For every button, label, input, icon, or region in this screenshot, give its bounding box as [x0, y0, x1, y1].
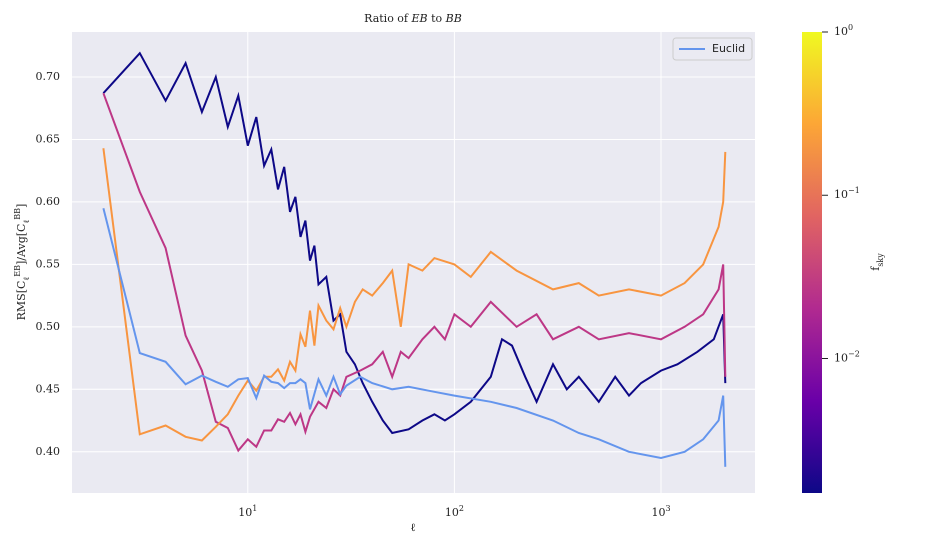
chart-title: Ratio of EB to BB [364, 12, 462, 25]
line [102, 92, 727, 453]
colorbar [802, 32, 822, 493]
y-tick-label: 0.60 [36, 195, 61, 208]
x-tick-label: 101 [238, 504, 257, 520]
y-axis-label: RMS[CℓEB]/Avg[CℓBB] [13, 204, 31, 321]
y-tick-label: 0.45 [36, 382, 61, 395]
colorbar-tick-label: 100 [834, 23, 853, 39]
y-tick-label: 0.70 [36, 70, 61, 83]
line [102, 148, 727, 442]
colorbar-tick-label: 10−2 [834, 349, 860, 365]
y-tick-label: 0.65 [36, 132, 61, 145]
y-tick-label: 0.55 [36, 257, 61, 270]
line [102, 207, 727, 467]
legend-label: Euclid [712, 42, 745, 55]
colorbar-tick-label: 10−1 [834, 186, 860, 202]
x-tick-label: 102 [445, 504, 464, 520]
colorbar-label: fsky [869, 253, 885, 271]
y-tick-label: 0.40 [36, 445, 61, 458]
y-tick-label: 0.50 [36, 320, 61, 333]
legend-box [672, 37, 753, 61]
plot-area [72, 32, 755, 493]
x-axis-label: ℓ [410, 521, 415, 534]
x-tick-label: 103 [651, 504, 670, 520]
line [102, 51, 727, 435]
